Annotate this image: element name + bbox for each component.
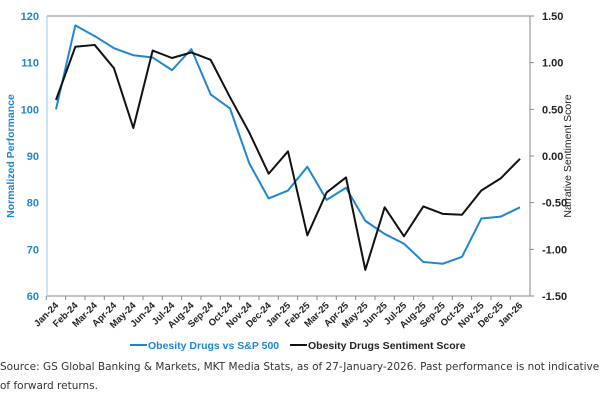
y2-axis-title: Narrative Sentiment Score: [562, 94, 574, 217]
y-tick-label: 60: [27, 291, 39, 303]
y2-tick-label: -1.00: [542, 244, 567, 256]
y-tick-label: 70: [27, 244, 39, 256]
series-line-0: [55, 24, 521, 265]
y2-tick-label: 1.00: [542, 58, 563, 70]
legend-label-0: Obesity Drugs vs S&P 500: [148, 340, 279, 352]
source-note: Source: GS Global Banking & Markets, MKT…: [0, 361, 600, 392]
y2-tick-label: 0.00: [542, 151, 563, 163]
y2-tick-label: -1.50: [542, 291, 567, 303]
y-tick-label: 100: [21, 104, 39, 116]
y-tick-label: 110: [21, 58, 39, 70]
y-tick-label: 80: [27, 198, 39, 210]
y-axis-title: Normalized Performance: [5, 94, 17, 218]
y-tick-label: 90: [27, 151, 39, 163]
y2-tick-label: 1.50: [542, 11, 563, 23]
legend-label-1: Obesity Drugs Sentiment Score: [308, 340, 466, 352]
series-line-1: [55, 43, 521, 271]
y2-tick-label: -0.50: [542, 198, 567, 210]
y2-tick-label: 0.50: [542, 104, 563, 116]
y-tick-label: 120: [21, 11, 39, 23]
